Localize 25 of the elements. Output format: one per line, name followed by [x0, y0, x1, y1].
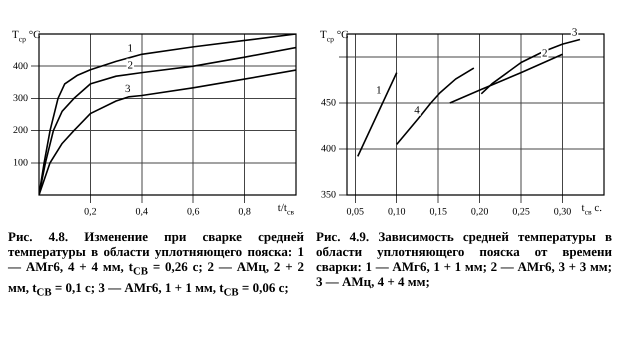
annotation: 4 — [414, 104, 420, 117]
x-tick-label: 0,10 — [388, 206, 406, 218]
x-tick-label: 0,4 — [136, 206, 148, 218]
y-tick-label: 400 — [321, 144, 336, 155]
x-tick-label: 0,2 — [84, 206, 97, 218]
text: Рис. 4.9. Зависимость средней температуры в области уплотняющего пояска от времени сварки: 1 — АМг6, 1 + 1 мм; 2 — АМг6, 3 + 3 мм; 3 — АМц, 4 + 4 мм; — [316, 229, 612, 289]
annotation: 3 — [124, 82, 131, 95]
annotation: 2 — [128, 60, 134, 72]
annotation: 1 — [128, 42, 134, 55]
annotation: 1 — [376, 84, 382, 96]
x-tick-label: 0,8 — [238, 206, 251, 218]
y-tick-label: 100 — [13, 157, 28, 168]
x-tick-label: 0,25 — [512, 206, 530, 218]
y-tick-label: 300 — [13, 93, 28, 104]
y-tick-label: 350 — [321, 190, 336, 201]
x-tick-label: 0,20 — [470, 206, 488, 218]
text: Рис. 4.8. Изменение при сварке средней температуры в области уплотняющего пояска: 1 — АМг6, 4 + 4 мм, t$_{CB}$ = 0,26 с; 2 — АМц, 2 + 2 мм, t$_{CB}$ = 0,1 с; 3 — АМг6, 1 + 1 мм, t$_{CB}$ = 0,06 с; — [8, 229, 304, 298]
annotation: 3 — [572, 26, 578, 38]
x-tick-label: 0,30 — [554, 206, 572, 218]
y-tick-label: 450 — [321, 98, 336, 109]
x-tick-label: 0,15 — [429, 206, 447, 218]
y-tick-label: 200 — [13, 125, 28, 136]
x-tick-label: 0,6 — [186, 206, 200, 218]
y-tick-label: 400 — [13, 60, 28, 72]
x-tick-label: 0,05 — [346, 206, 364, 218]
